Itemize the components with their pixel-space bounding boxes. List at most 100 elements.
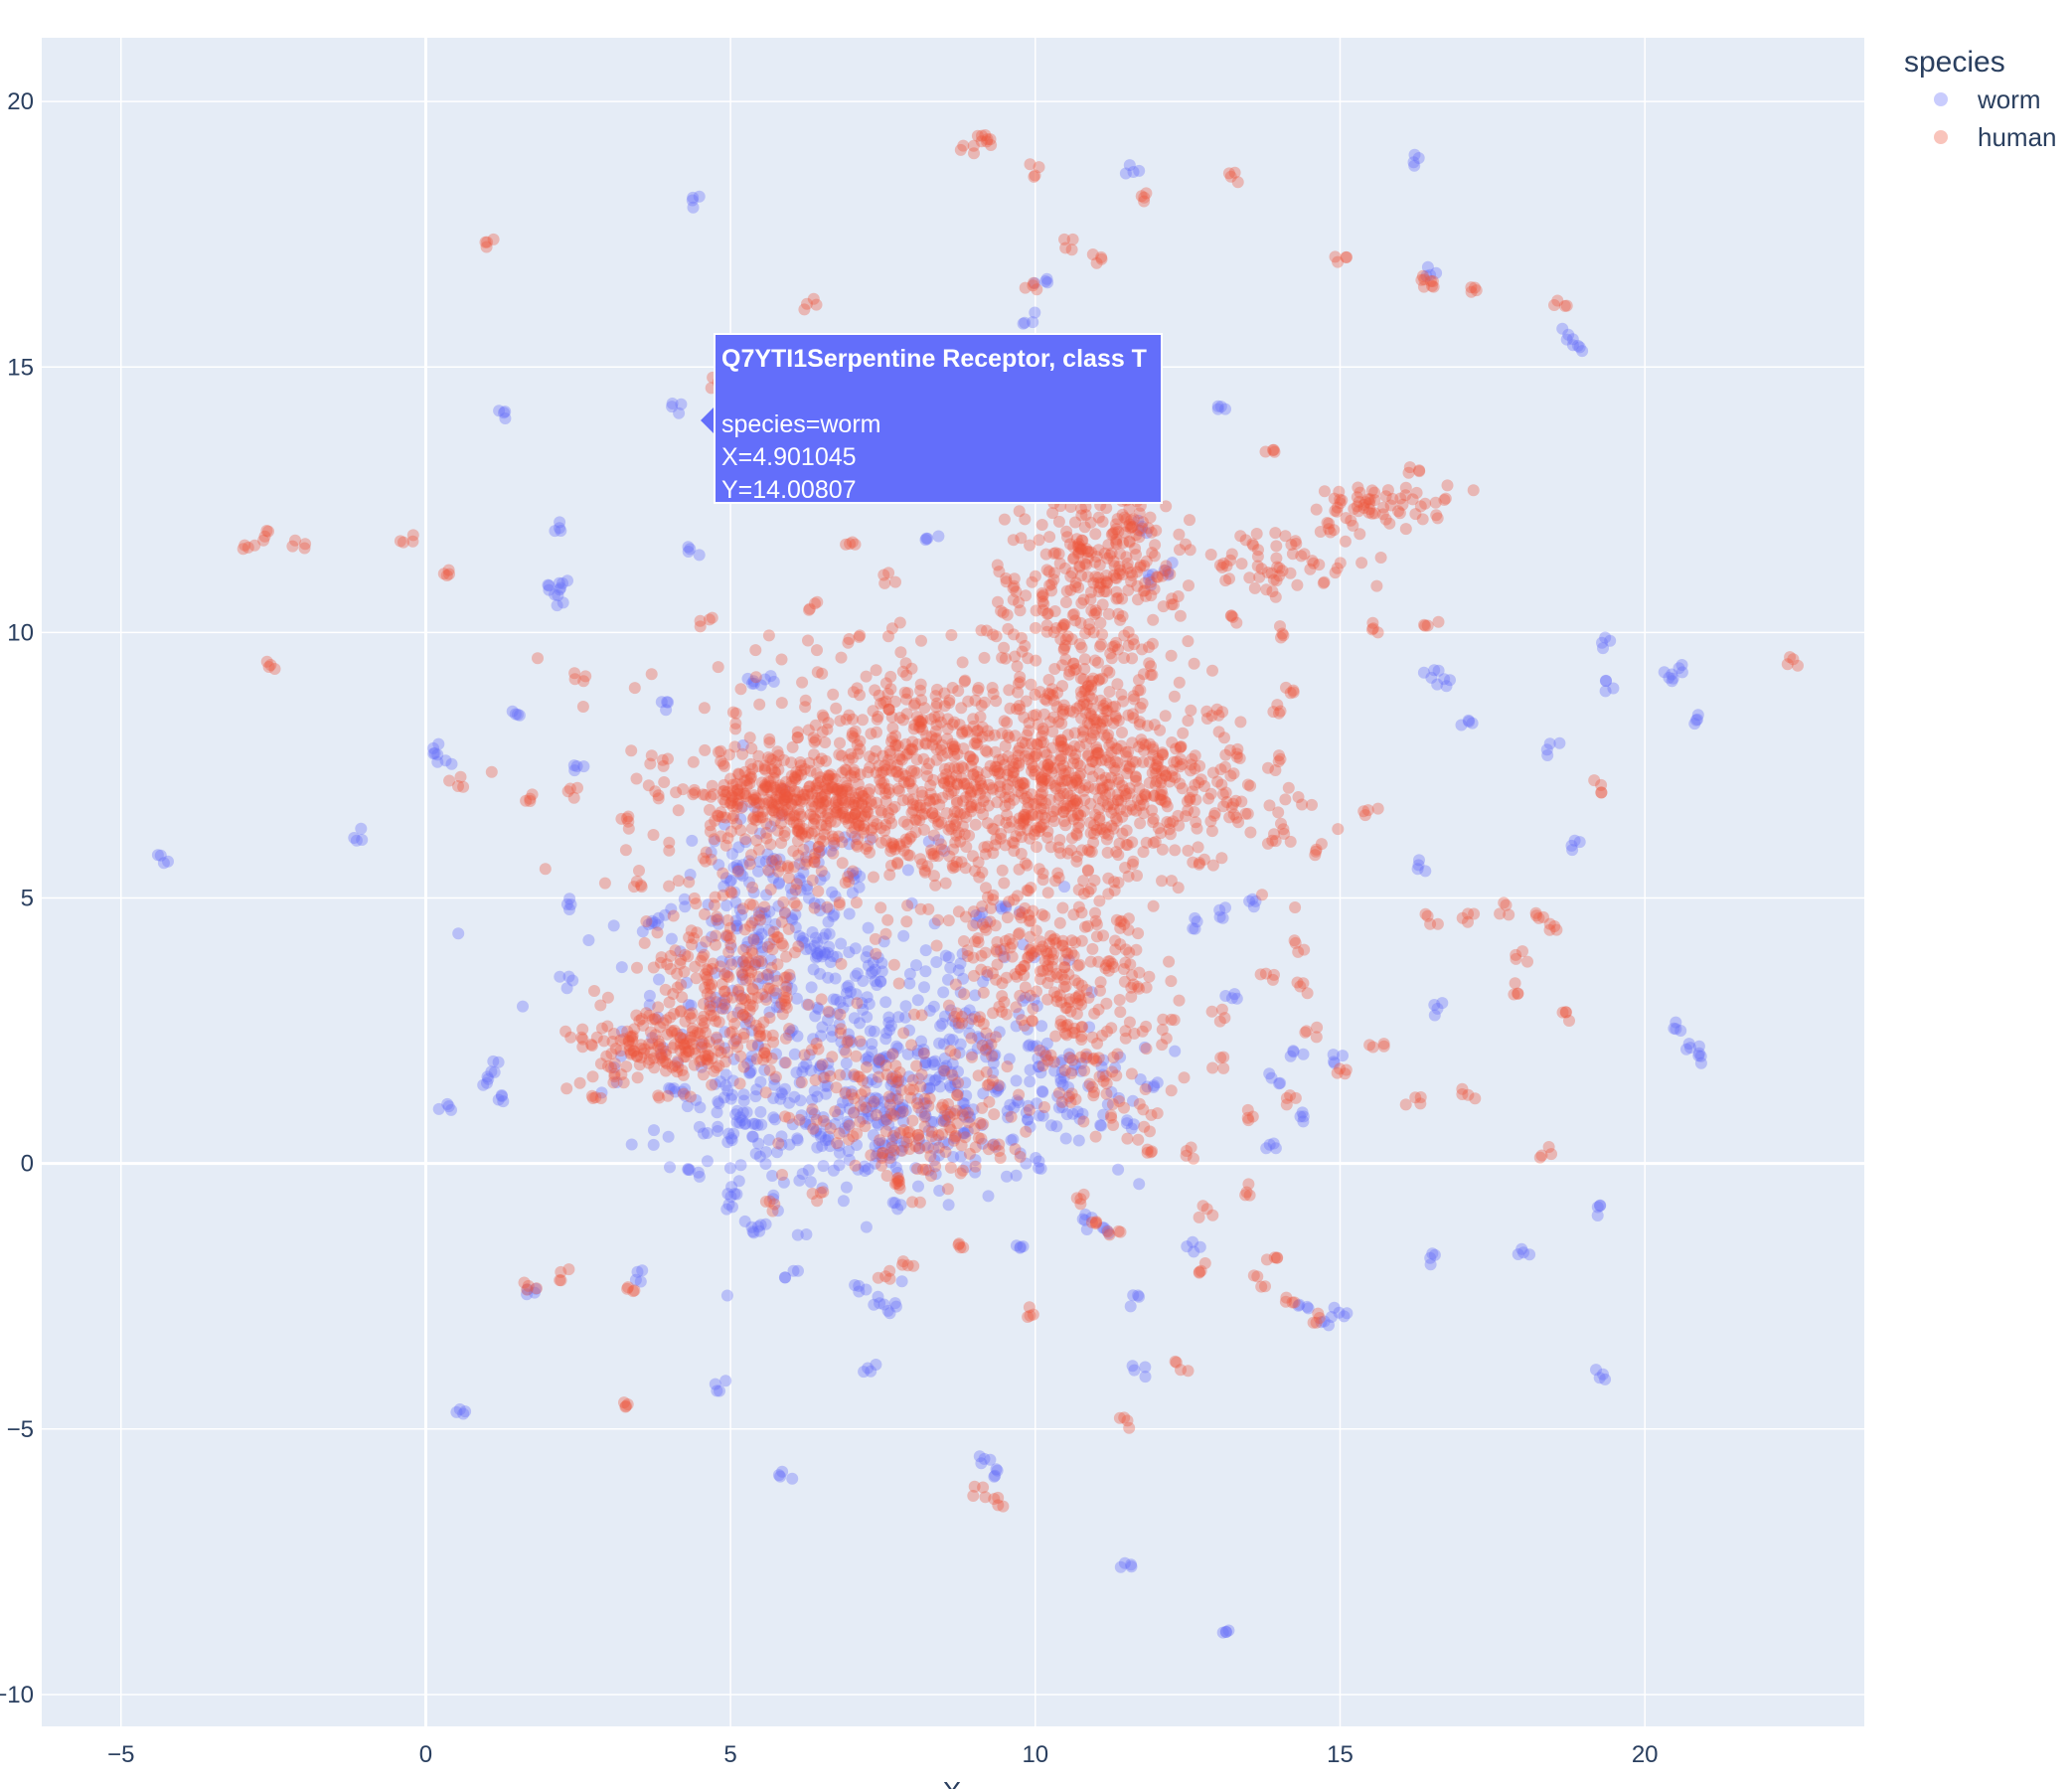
human-point[interactable] bbox=[1090, 1055, 1103, 1067]
human-point[interactable] bbox=[1188, 657, 1200, 670]
worm-point[interactable] bbox=[511, 708, 524, 721]
human-point[interactable] bbox=[1323, 517, 1336, 530]
worm-point[interactable] bbox=[783, 1138, 796, 1151]
human-point[interactable] bbox=[1142, 522, 1155, 535]
human-point[interactable] bbox=[1410, 486, 1423, 499]
worm-point[interactable] bbox=[1017, 1240, 1030, 1253]
human-point[interactable] bbox=[1133, 674, 1145, 687]
human-point[interactable] bbox=[1399, 481, 1412, 494]
worm-point[interactable] bbox=[1341, 1307, 1354, 1320]
worm-point[interactable] bbox=[981, 969, 994, 982]
human-point[interactable] bbox=[881, 913, 894, 926]
worm-point[interactable] bbox=[779, 1082, 791, 1095]
human-point[interactable] bbox=[1103, 955, 1116, 968]
worm-point[interactable] bbox=[797, 866, 810, 879]
worm-point[interactable] bbox=[1039, 275, 1052, 287]
worm-point[interactable] bbox=[157, 857, 170, 870]
worm-point[interactable] bbox=[1144, 579, 1157, 591]
worm-point[interactable] bbox=[1284, 1050, 1297, 1062]
worm-point[interactable] bbox=[724, 1092, 737, 1105]
worm-point[interactable] bbox=[1420, 269, 1433, 282]
worm-point[interactable] bbox=[1596, 636, 1608, 649]
human-point[interactable] bbox=[1087, 729, 1100, 741]
worm-point[interactable] bbox=[942, 1138, 954, 1151]
worm-point[interactable] bbox=[952, 964, 965, 977]
human-point[interactable] bbox=[654, 1038, 666, 1051]
human-point[interactable] bbox=[1052, 1086, 1065, 1099]
worm-point[interactable] bbox=[862, 1076, 875, 1089]
worm-point[interactable] bbox=[817, 1111, 830, 1124]
worm-point[interactable] bbox=[831, 950, 844, 963]
worm-point[interactable] bbox=[1674, 1025, 1687, 1037]
worm-point[interactable] bbox=[1338, 1310, 1351, 1323]
worm-point[interactable] bbox=[883, 1104, 896, 1117]
legend-item-human[interactable]: human bbox=[1934, 122, 2057, 152]
worm-point[interactable] bbox=[647, 1138, 660, 1151]
human-point[interactable] bbox=[1205, 1005, 1218, 1018]
worm-point[interactable] bbox=[564, 898, 577, 911]
worm-point[interactable] bbox=[741, 1057, 754, 1070]
human-point[interactable] bbox=[956, 820, 969, 833]
worm-point[interactable] bbox=[1082, 1079, 1095, 1092]
worm-point[interactable] bbox=[815, 844, 828, 857]
worm-point[interactable] bbox=[162, 855, 174, 868]
human-point[interactable] bbox=[594, 999, 607, 1012]
worm-point[interactable] bbox=[554, 583, 566, 596]
worm-point[interactable] bbox=[745, 1050, 758, 1062]
worm-point[interactable] bbox=[672, 1057, 684, 1069]
worm-point[interactable] bbox=[563, 903, 575, 915]
worm-point[interactable] bbox=[789, 908, 802, 921]
human-point[interactable] bbox=[817, 711, 830, 724]
human-point[interactable] bbox=[793, 825, 806, 838]
worm-point[interactable] bbox=[1246, 893, 1259, 905]
human-point[interactable] bbox=[688, 1058, 701, 1071]
worm-point[interactable] bbox=[730, 919, 743, 932]
worm-point[interactable] bbox=[922, 1164, 935, 1177]
human-point[interactable] bbox=[1001, 1060, 1014, 1073]
worm-point[interactable] bbox=[1062, 1081, 1075, 1093]
worm-point[interactable] bbox=[762, 973, 775, 986]
worm-point[interactable] bbox=[791, 1228, 804, 1241]
worm-point[interactable] bbox=[1594, 1199, 1607, 1212]
worm-point[interactable] bbox=[969, 1011, 981, 1023]
worm-point[interactable] bbox=[909, 1162, 922, 1175]
human-point[interactable] bbox=[1347, 519, 1359, 532]
worm-point[interactable] bbox=[1599, 674, 1612, 687]
worm-point[interactable] bbox=[848, 1070, 861, 1083]
worm-point[interactable] bbox=[1260, 1142, 1273, 1155]
human-point[interactable] bbox=[1086, 942, 1099, 955]
worm-point[interactable] bbox=[631, 1265, 644, 1278]
worm-point[interactable] bbox=[1267, 1137, 1280, 1150]
human-point[interactable] bbox=[638, 936, 651, 949]
worm-point[interactable] bbox=[1033, 1162, 1045, 1175]
worm-point[interactable] bbox=[879, 1033, 892, 1046]
worm-point[interactable] bbox=[764, 820, 777, 833]
worm-point[interactable] bbox=[1566, 333, 1579, 346]
worm-point[interactable] bbox=[763, 866, 776, 879]
human-point[interactable] bbox=[1120, 824, 1133, 837]
worm-point[interactable] bbox=[846, 1085, 858, 1098]
worm-point[interactable] bbox=[814, 1059, 827, 1072]
worm-point[interactable] bbox=[852, 1163, 865, 1176]
worm-point[interactable] bbox=[1060, 1108, 1073, 1121]
worm-point[interactable] bbox=[939, 1113, 952, 1126]
human-point[interactable] bbox=[1086, 770, 1099, 783]
worm-point[interactable] bbox=[991, 1464, 1004, 1477]
worm-point[interactable] bbox=[1020, 1157, 1033, 1170]
worm-point[interactable] bbox=[1211, 400, 1224, 412]
human-point[interactable] bbox=[802, 634, 814, 647]
worm-point[interactable] bbox=[668, 1082, 681, 1095]
worm-point[interactable] bbox=[745, 677, 758, 690]
worm-point[interactable] bbox=[773, 853, 786, 866]
human-point[interactable] bbox=[1154, 776, 1167, 789]
human-point[interactable] bbox=[1109, 934, 1122, 947]
worm-point[interactable] bbox=[706, 914, 718, 927]
worm-point[interactable] bbox=[1126, 1360, 1139, 1373]
worm-point[interactable] bbox=[1222, 1624, 1235, 1637]
worm-point[interactable] bbox=[739, 836, 752, 849]
worm-point[interactable] bbox=[1042, 1055, 1055, 1067]
human-point[interactable] bbox=[1371, 802, 1384, 815]
worm-point[interactable] bbox=[1000, 901, 1013, 914]
human-point[interactable] bbox=[1036, 794, 1048, 807]
worm-point[interactable] bbox=[452, 927, 465, 940]
